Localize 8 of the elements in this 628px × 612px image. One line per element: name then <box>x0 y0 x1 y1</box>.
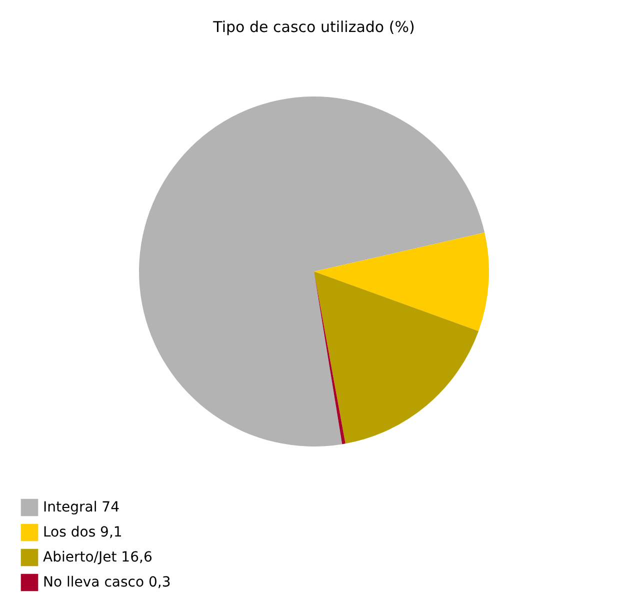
legend-label: Los dos 9,1 <box>43 524 122 540</box>
pie-slice <box>314 232 489 332</box>
chart-title: Tipo de casco utilizado (%) <box>212 18 415 36</box>
legend-label: Abierto/Jet 16,6 <box>43 550 152 566</box>
legend-label: No lleva casco 0,3 <box>43 574 171 590</box>
legend-label: Integral 74 <box>43 500 120 516</box>
pie-slice <box>139 96 485 446</box>
pie-slice <box>314 272 479 444</box>
